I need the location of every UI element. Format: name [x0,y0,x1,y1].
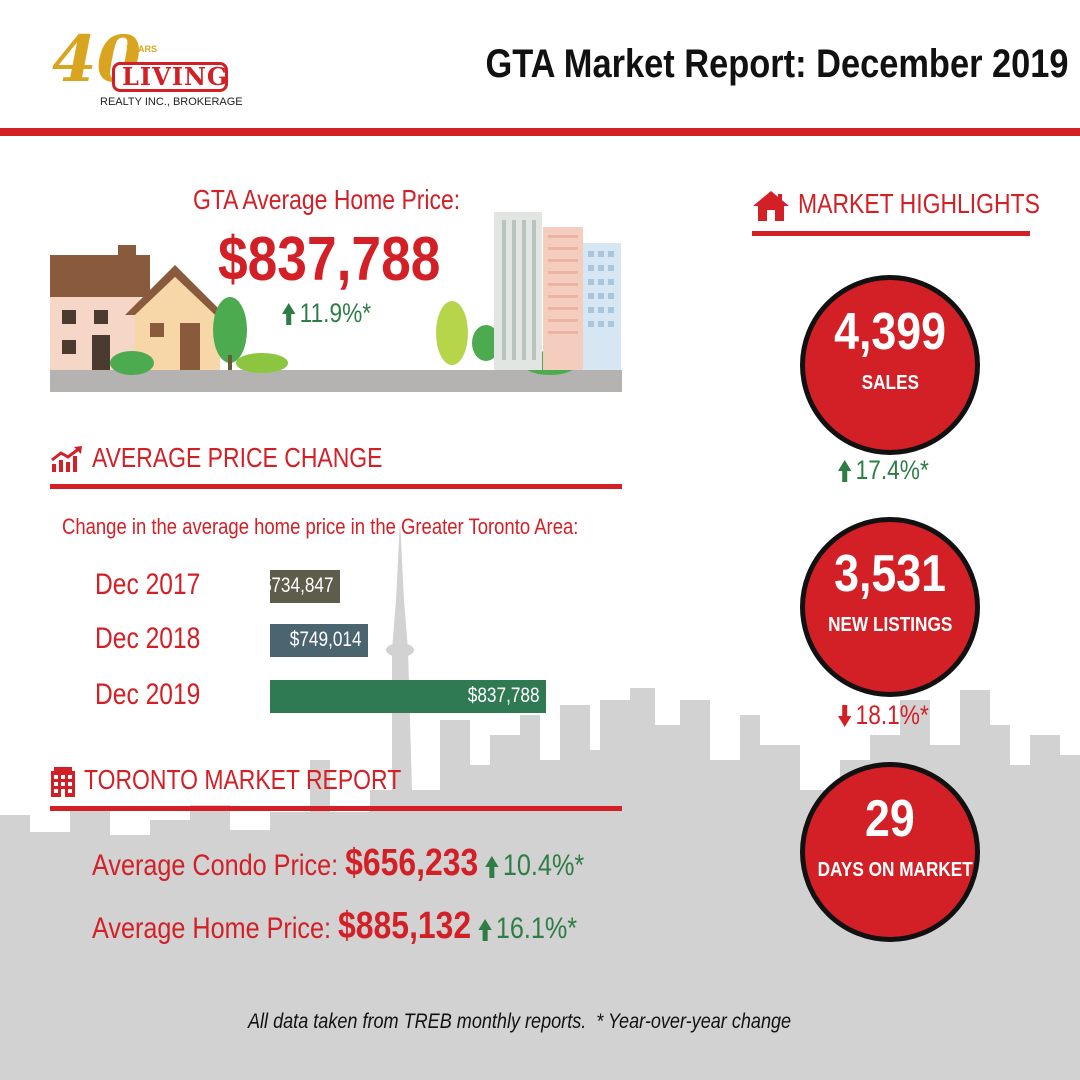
market-highlights-heading: MARKET HIGHLIGHTS [798,188,1040,219]
condo-price-row: Average Condo Price: $656,233 10.4%* [92,842,584,885]
market-highlights-divider [752,231,1030,236]
price-bar: $734,847 [262,570,340,603]
new-listings-change: 18.1%* [838,700,929,731]
logo-wordmark: LIVING [122,62,229,91]
bar-value-label: $837,788 [468,684,540,707]
gta-average-price-value: $837,788 [218,225,441,294]
toronto-market-report-heading: TORONTO MARKET REPORT [84,764,402,795]
sales-circle: 4,399 SALES [800,275,980,455]
bar-category-label: Dec 2019 [95,678,201,711]
days-on-market-label: DAYS ON MARKET [817,859,973,881]
average-price-change-heading: AVERAGE PRICE CHANGE [92,442,383,473]
gta-price-change: 11.9%* [282,298,371,329]
toronto-market-report-divider [50,806,622,811]
bar-value-label: $749,014 [290,628,362,651]
price-bar: $749,014 [270,624,368,657]
new-listings-label: NEW LISTINGS [827,614,953,636]
sales-value: 4,399 [834,303,946,361]
logo-subtitle: REALTY INC., BROKERAGE [100,96,243,108]
footer-note: All data taken from TREB monthly reports… [248,1010,792,1033]
sales-change: 17.4%* [838,455,929,486]
condo-price-label: Average Condo Price: [92,849,339,882]
gta-average-price-label: GTA Average Home Price: [193,184,461,215]
new-listings-circle: 3,531 NEW LISTINGS [800,517,980,697]
trending-chart-icon [51,446,82,472]
page-title: GTA Market Report: December 2019 [485,42,1069,86]
new-listings-value: 3,531 [834,545,946,603]
price-change-description: Change in the average home price in the … [62,514,579,539]
arrow-up-icon [282,303,296,325]
header-divider [0,128,1080,136]
days-on-market-circle: 29 DAYS ON MARKET [800,762,980,942]
arrow-up-icon [838,460,852,482]
arrow-up-icon [485,856,499,878]
neighbourhood-illustration [50,212,622,392]
house-icon [753,191,789,221]
condo-price-value: $656,233 [345,842,479,884]
home-price-value: $885,132 [338,905,472,947]
building-icon [51,767,75,797]
arrow-up-icon [478,919,492,941]
bar-category-label: Dec 2017 [95,568,201,601]
home-price-label: Average Home Price: [92,912,332,945]
condo-price-change: 10.4%* [485,849,584,882]
bar-value-label: $734,847 [262,574,334,597]
home-price-change: 16.1%* [478,912,577,945]
logo-badge [112,62,228,92]
price-bar: $837,788 [270,680,546,713]
sales-label: SALES [861,372,919,394]
average-price-change-divider [50,484,622,489]
arrow-down-icon [838,705,852,727]
logo-years: YEARS [126,44,158,54]
bar-category-label: Dec 2018 [95,622,201,655]
days-on-market-value: 29 [865,790,915,848]
home-price-row: Average Home Price: $885,132 16.1%* [92,905,577,948]
